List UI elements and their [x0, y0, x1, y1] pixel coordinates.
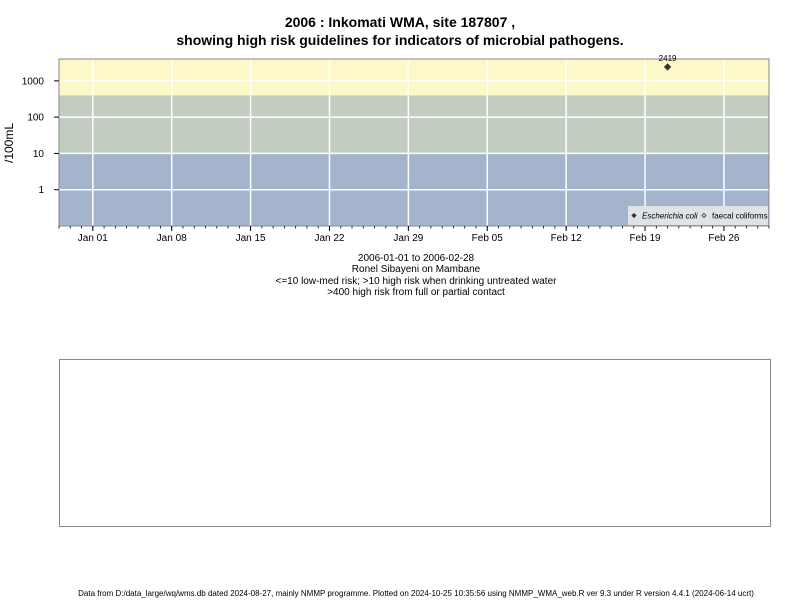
y-tick-label: 10: [33, 149, 45, 160]
x-tick-label: Jan 22: [314, 233, 344, 244]
plot-frame: [58, 58, 770, 227]
legend-marker: [631, 212, 637, 219]
legend-marker: [701, 212, 707, 219]
legend-label: Escherichia coli: [642, 212, 698, 221]
risk-band-2: [59, 59, 769, 96]
footer-note: Data from D:/data_large/wq/wms.db dated …: [78, 589, 754, 598]
risk-band-1: [59, 95, 769, 154]
legend: Escherichia coli faecal coliforms: [628, 206, 768, 225]
chart-title-line-2: showing high risk guidelines for indicat…: [176, 32, 624, 48]
x-tick-label: Jan 15: [236, 233, 266, 244]
data-point: [663, 63, 672, 71]
y-tick-label: 1: [38, 185, 44, 196]
legend-label: faecal coliforms: [712, 212, 768, 221]
data-label: 2419: [659, 54, 677, 63]
y-axis-label: /100mL: [2, 123, 16, 163]
y-tick-label: 1000: [22, 76, 45, 87]
guideline-drinking: <=10 low-med risk; >10 high risk when dr…: [275, 276, 557, 287]
site-name: Ronel Sibayeni on Mambane: [351, 264, 481, 275]
legend-box: [628, 206, 768, 225]
chart-title-line-1: 2006 : Inkomati WMA, site 187807 ,: [284, 14, 516, 30]
empty-plot-panel: [59, 359, 771, 527]
x-tick-label: Feb 12: [551, 233, 583, 244]
guideline-contact: >400 high risk from full or partial cont…: [327, 287, 505, 298]
x-tick-label: Jan 29: [393, 233, 423, 244]
x-tick-label: Feb 05: [472, 233, 504, 244]
date-range: 2006-01-01 to 2006-02-28: [357, 253, 475, 264]
x-tick-label: Jan 01: [78, 233, 108, 244]
x-tick-label: Feb 26: [708, 233, 740, 244]
y-tick-label: 100: [27, 113, 44, 124]
x-tick-label: Feb 19: [629, 233, 661, 244]
x-tick-label: Jan 08: [157, 233, 187, 244]
